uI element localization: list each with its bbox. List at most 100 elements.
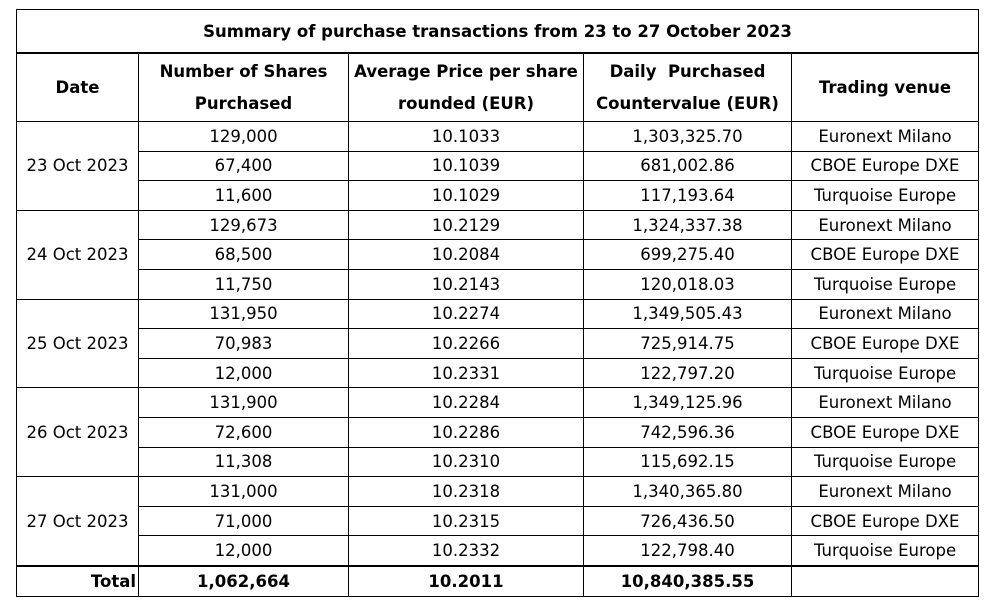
- countervalue-cell: 742,596.36: [583, 416, 792, 448]
- total-row: Total 1,062,664 10.2011 10,840,385.55: [16, 564, 980, 597]
- price-cell: 10.2331: [348, 357, 584, 389]
- price-cell: 10.2143: [348, 268, 584, 300]
- venue-cell: Euronext Milano: [790, 387, 980, 418]
- countervalue-cell: 122,798.40: [583, 535, 792, 567]
- table-row: 70,983 10.2266 725,914.75 CBOE Europe DXE: [17, 328, 980, 359]
- price-cell: 10.1033: [348, 121, 584, 152]
- countervalue-cell: 1,349,125.96: [583, 387, 792, 418]
- total-venue: [790, 564, 980, 597]
- total-countervalue: 10,840,385.55: [583, 564, 792, 597]
- total-shares: 1,062,664: [138, 564, 349, 597]
- date-cell: 25 Oct 2023: [16, 298, 139, 389]
- date-cell: 24 Oct 2023: [16, 209, 139, 300]
- venue-cell: Turquoise Europe: [790, 446, 980, 478]
- header-price-line2: rounded (EUR): [398, 93, 534, 113]
- countervalue-cell: 726,436.50: [583, 505, 792, 537]
- purchase-summary-table-wrapper: Summary of purchase transactions from 23…: [15, 9, 980, 597]
- countervalue-cell: 1,324,337.38: [583, 209, 792, 241]
- table-row: 27 Oct 2023 131,000 10.2318 1,340,365.80 Eur…: [16, 476, 980, 567]
- price-cell: 10.2315: [348, 505, 584, 537]
- header-countervalue: Daily Purchased Countervalue (EUR): [583, 52, 792, 122]
- shares-cell: 129,000: [138, 121, 349, 152]
- shares-cell: 12,000: [138, 535, 349, 567]
- venue-cell: Euronext Milano: [790, 209, 980, 241]
- venue-cell: Euronext Milano: [790, 121, 980, 152]
- price-cell: 10.2129: [348, 209, 584, 241]
- shares-cell: 11,750: [138, 268, 349, 300]
- venue-cell: Turquoise Europe: [790, 180, 980, 211]
- venue-cell: CBOE Europe DXE: [790, 239, 980, 270]
- header-row: Date Number of Shares Purchased Average …: [16, 52, 980, 122]
- price-cell: 10.2084: [348, 239, 584, 270]
- price-cell: 10.1039: [348, 150, 584, 182]
- price-cell: 10.2332: [348, 535, 584, 567]
- date-cell: 26 Oct 2023: [16, 387, 139, 478]
- date-cell: 27 Oct 2023: [16, 476, 139, 567]
- shares-cell: 68,500: [138, 239, 349, 270]
- total-label: Total: [16, 564, 139, 597]
- countervalue-cell: 122,797.20: [583, 357, 792, 389]
- date-cell: 23 Oct 2023: [16, 121, 139, 211]
- shares-cell: 67,400: [138, 150, 349, 182]
- countervalue-cell: 1,303,325.70: [583, 121, 792, 152]
- title-row: Summary of purchase transactions from 23…: [15, 9, 980, 54]
- venue-cell: Euronext Milano: [790, 476, 980, 507]
- price-cell: 10.2266: [348, 328, 584, 359]
- table-row: 24 Oct 2023 129,673 10.2129 1,324,337.38 Eur…: [16, 209, 980, 300]
- header-venue: Trading venue: [790, 52, 980, 122]
- countervalue-cell: 725,914.75: [583, 328, 792, 359]
- table-row: 67,400 10.1039 681,002.86 CBOE Europe DXE: [17, 150, 980, 182]
- price-cell: 10.2284: [348, 387, 584, 418]
- venue-cell: CBOE Europe DXE: [790, 505, 980, 537]
- shares-cell: 11,600: [138, 180, 349, 211]
- countervalue-cell: 115,692.15: [583, 446, 792, 478]
- price-cell: 10.2274: [348, 298, 584, 330]
- venue-cell: CBOE Europe DXE: [790, 416, 980, 448]
- table-row: 11,600 10.1029 117,193.64 Turquoise Europe: [17, 180, 980, 211]
- price-cell: 10.1029: [348, 180, 584, 211]
- shares-cell: 11,308: [138, 446, 349, 478]
- header-shares-line1: Number of Shares: [159, 61, 328, 81]
- table-row: 12,000 10.2331 122,797.20 Turquoise Europe: [17, 357, 980, 389]
- table-row: 71,000 10.2315 726,436.50 CBOE Europe DXE: [17, 505, 980, 537]
- header-countervalue-line1: Daily Purchased: [609, 61, 766, 81]
- header-price: Average Price per share rounded (EUR): [348, 52, 584, 122]
- table-title: Summary of purchase transactions from 23…: [15, 9, 980, 54]
- venue-cell: Turquoise Europe: [790, 268, 980, 300]
- shares-cell: 71,000: [138, 505, 349, 537]
- countervalue-cell: 681,002.86: [583, 150, 792, 182]
- price-cell: 10.2318: [348, 476, 584, 507]
- price-cell: 10.2286: [348, 416, 584, 448]
- table-row: 23 Oct 2023 129,000 10.1033 1,303,325.70 Eur…: [16, 121, 980, 211]
- price-cell: 10.2310: [348, 446, 584, 478]
- venue-cell: Euronext Milano: [790, 298, 980, 330]
- shares-cell: 131,900: [138, 387, 349, 418]
- table-row: 11,750 10.2143 120,018.03 Turquoise Europe: [17, 268, 980, 300]
- countervalue-cell: 699,275.40: [583, 239, 792, 270]
- header-price-line1: Average Price per share: [354, 61, 578, 81]
- table-row: 11,308 10.2310 115,692.15 Turquoise Europe: [17, 446, 980, 478]
- venue-cell: CBOE Europe DXE: [790, 328, 980, 359]
- header-countervalue-line2: Countervalue (EUR): [596, 93, 779, 113]
- header-shares-line2: Purchased: [194, 93, 293, 113]
- purchase-summary-table: Summary of purchase transactions from 23…: [15, 9, 980, 597]
- table-row: 72,600 10.2286 742,596.36 CBOE Europe DXE: [17, 416, 980, 448]
- countervalue-cell: 1,340,365.80: [583, 476, 792, 507]
- countervalue-cell: 120,018.03: [583, 268, 792, 300]
- table-row: 26 Oct 2023 131,900 10.2284 1,349,125.96 Eur…: [16, 387, 980, 478]
- header-shares: Number of Shares Purchased: [138, 52, 349, 122]
- shares-cell: 131,950: [138, 298, 349, 330]
- shares-cell: 129,673: [138, 209, 349, 241]
- shares-cell: 12,000: [138, 357, 349, 389]
- venue-cell: Turquoise Europe: [790, 357, 980, 389]
- table-row: 12,000 10.2332 122,798.40 Turquoise Europe: [17, 535, 980, 567]
- venue-cell: Turquoise Europe: [790, 535, 980, 567]
- table-row: 68,500 10.2084 699,275.40 CBOE Europe DXE: [17, 239, 980, 270]
- countervalue-cell: 1,349,505.43: [583, 298, 792, 330]
- header-date: Date: [16, 52, 139, 122]
- table-row: 25 Oct 2023 131,950 10.2274 1,349,505.43 Eur…: [16, 298, 980, 389]
- countervalue-cell: 117,193.64: [583, 180, 792, 211]
- shares-cell: 72,600: [138, 416, 349, 448]
- venue-cell: CBOE Europe DXE: [790, 150, 980, 182]
- shares-cell: 70,983: [138, 328, 349, 359]
